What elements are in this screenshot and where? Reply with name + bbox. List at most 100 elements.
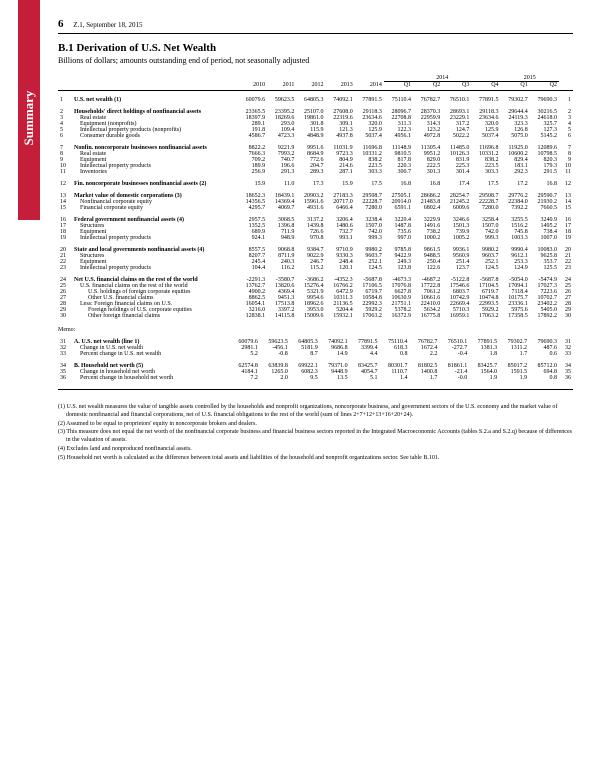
data-cell: 13.5 bbox=[320, 375, 350, 381]
data-cell: 3246.6 bbox=[442, 211, 471, 223]
data-cell: 9980.2 bbox=[355, 241, 384, 253]
data-cell: 3229.9 bbox=[413, 211, 442, 223]
memo-table: 31A. U.S. net wealth (line 1)60079.65962… bbox=[58, 333, 573, 381]
data-cell: 17.5 bbox=[471, 175, 500, 187]
data-cell: -0.0 bbox=[439, 375, 469, 381]
data-cell: 18439.1 bbox=[267, 187, 296, 199]
row-label: Market value of domestic corporations (3… bbox=[72, 187, 238, 199]
data-cell: 11305.4 bbox=[413, 139, 442, 151]
data-cell: 9990.4 bbox=[501, 241, 530, 253]
row-label: B. Household net worth (5) bbox=[72, 357, 230, 369]
data-cell: 16.8 bbox=[530, 175, 559, 187]
row-number: 16 bbox=[58, 211, 72, 223]
year-header: 2012 bbox=[296, 82, 325, 91]
data-cell: 75110.4 bbox=[380, 333, 410, 345]
data-cell: 62574.8 bbox=[230, 357, 260, 369]
data-cell: 59623.5 bbox=[260, 333, 290, 345]
table-row: 13 Market value of domestic corporations … bbox=[58, 187, 573, 199]
data-cell: 20903.2 bbox=[296, 187, 325, 199]
data-cell: 27608.0 bbox=[326, 103, 355, 115]
table-row: 24Net U.S. financial claims on the rest … bbox=[58, 271, 573, 283]
data-cell: 28254.7 bbox=[442, 187, 471, 199]
row-number-end: 24 bbox=[559, 271, 573, 283]
table-row: 16Federal government nonfinancial assets… bbox=[58, 211, 573, 223]
row-label: Households' direct holdings of nonfinanc… bbox=[72, 103, 238, 115]
data-cell: 76510.1 bbox=[439, 333, 469, 345]
data-cell: 12838.1 bbox=[238, 313, 267, 319]
row-number-end: 1 bbox=[559, 91, 573, 104]
row-label: Percent change in household net worth bbox=[72, 375, 230, 381]
row-label: Nonfin. noncorporate businesses nonfinan… bbox=[72, 139, 238, 151]
data-cell: 23365.5 bbox=[238, 103, 267, 115]
footnotes: (1) U.S. net wealth measures the value o… bbox=[58, 404, 573, 463]
data-cell: 17.5 bbox=[355, 175, 384, 187]
data-cell: 9.5 bbox=[290, 375, 320, 381]
quarter-header: Q1 bbox=[501, 82, 530, 91]
table-row: 15Financial corporate equity4295.74069.7… bbox=[58, 205, 573, 211]
data-cell: -2291.3 bbox=[238, 271, 267, 283]
row-number: 12 bbox=[58, 175, 72, 187]
data-cell: 15.9 bbox=[238, 175, 267, 187]
data-cell: 3238.4 bbox=[355, 211, 384, 223]
data-cell: 64805.3 bbox=[290, 333, 320, 345]
data-cell: 15.9 bbox=[326, 175, 355, 187]
row-label: U.S. net wealth (1) bbox=[72, 91, 238, 104]
data-cell: 8557.5 bbox=[238, 241, 267, 253]
data-cell: 15009.6 bbox=[296, 313, 325, 319]
quarter-header: Q2 bbox=[530, 82, 559, 91]
rule-top bbox=[58, 33, 573, 34]
data-cell: -5122.8 bbox=[442, 271, 471, 283]
data-cell: 16.8 bbox=[384, 175, 413, 187]
data-cell: 29118.3 bbox=[471, 103, 500, 115]
data-cell: 18652.3 bbox=[238, 187, 267, 199]
data-cell: 76782.7 bbox=[413, 91, 442, 104]
table-subtitle: Billions of dollars; amounts outstanding… bbox=[58, 56, 573, 65]
row-number: 31 bbox=[58, 333, 72, 345]
row-label: A. U.S. net wealth (line 1) bbox=[72, 333, 230, 345]
data-cell: 12089.6 bbox=[530, 139, 559, 151]
data-cell: -4687.2 bbox=[413, 271, 442, 283]
footnote: (4) Excludes land and nonproduced nonfin… bbox=[58, 446, 573, 454]
quarter-header: Q2 bbox=[413, 82, 442, 91]
table-row: 12Fin. noncorporate businesses nonfinanc… bbox=[58, 175, 573, 187]
row-number-end: 34 bbox=[559, 357, 573, 369]
data-cell: 74092.1 bbox=[326, 91, 355, 104]
data-table: 2014 2015 20102011201220132014Q1Q2Q3Q4Q1… bbox=[58, 75, 573, 319]
data-cell: 17358.5 bbox=[501, 313, 530, 319]
table-title: B.1 Derivation of U.S. Net Wealth bbox=[58, 42, 573, 54]
data-cell: 81861.1 bbox=[439, 357, 469, 369]
data-cell: 23395.2 bbox=[267, 103, 296, 115]
footnote: (2) Assumed to be equal to proprietors' … bbox=[58, 421, 573, 429]
data-cell: 9384.7 bbox=[296, 241, 325, 253]
row-number-end: 13 bbox=[559, 187, 573, 199]
data-cell: 81802.5 bbox=[409, 357, 439, 369]
footnote: (3) This measure does not equal the net … bbox=[58, 429, 573, 445]
footnote: (1) U.S. net wealth measures the value o… bbox=[58, 404, 573, 420]
table-row: 33Percent change in U.S. net wealth5.2-0… bbox=[58, 351, 573, 357]
row-number-end: 36 bbox=[559, 375, 573, 381]
source-line: Z.1, September 18, 2015 bbox=[73, 21, 142, 29]
data-cell: 16775.8 bbox=[413, 313, 442, 319]
year-header: 2011 bbox=[267, 82, 296, 91]
data-cell: 25107.0 bbox=[296, 103, 325, 115]
data-cell: 9221.9 bbox=[267, 139, 296, 151]
data-cell: 17063.2 bbox=[355, 313, 384, 319]
table-row: 23Intellectual property products104.4116… bbox=[58, 265, 573, 271]
row-number: 20 bbox=[58, 241, 72, 253]
table-row: 30Other foreign financial claims12838.11… bbox=[58, 313, 573, 319]
data-cell: 79302.7 bbox=[499, 333, 529, 345]
data-cell: 3206.4 bbox=[326, 211, 355, 223]
data-cell: 76510.1 bbox=[442, 91, 471, 104]
data-cell: 1.4 bbox=[380, 375, 410, 381]
data-cell: 11.0 bbox=[267, 175, 296, 187]
data-cell: 5.1 bbox=[350, 375, 380, 381]
table-row: 34B. Household net worth (5)62574.863839… bbox=[58, 357, 573, 369]
data-cell: -5054.0 bbox=[501, 271, 530, 283]
data-cell: 74092.1 bbox=[320, 333, 350, 345]
rule-bottom bbox=[58, 389, 573, 390]
data-cell: 27505.1 bbox=[384, 187, 413, 199]
data-cell: 29644.4 bbox=[501, 103, 530, 115]
data-cell: 9068.8 bbox=[267, 241, 296, 253]
year-header: 2014 bbox=[355, 82, 384, 91]
data-cell: 9785.8 bbox=[384, 241, 413, 253]
